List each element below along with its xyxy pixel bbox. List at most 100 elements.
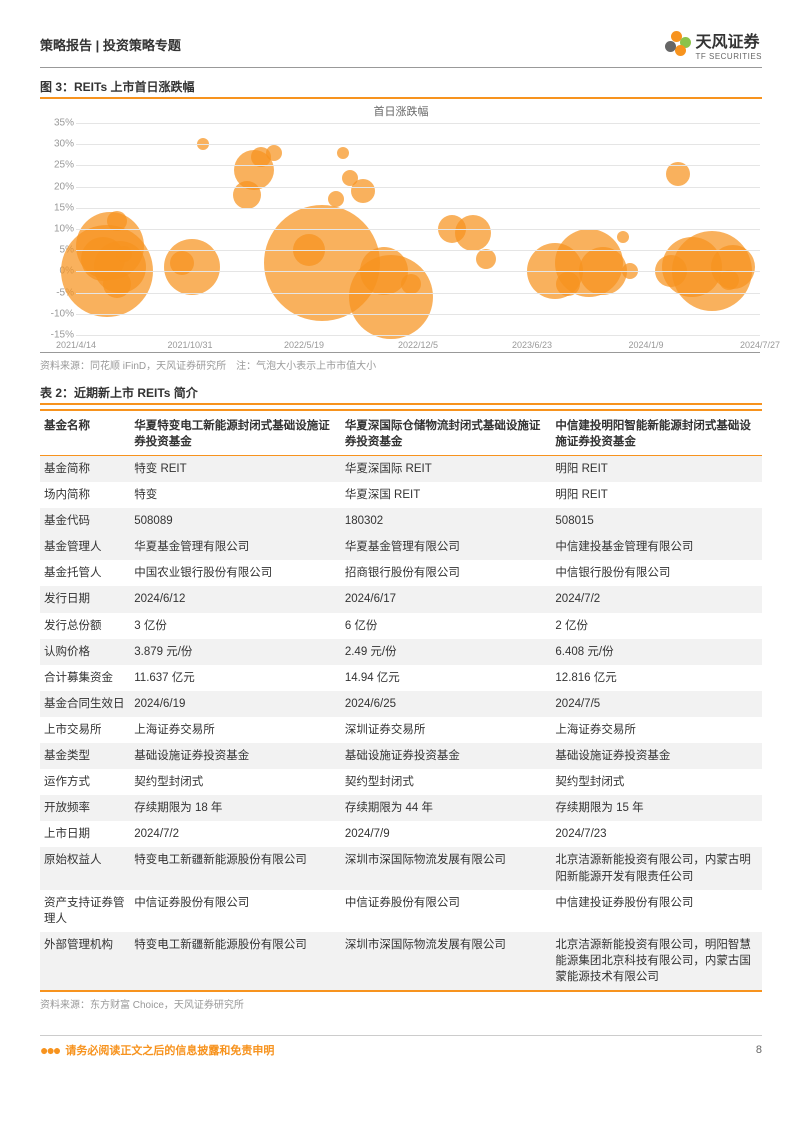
brand-logo: 天风证券 TF SECURITIES — [663, 28, 762, 61]
page-footer: ●●● 请务必阅读正文之后的信息披露和免责申明 8 — [40, 1035, 762, 1064]
footer-disclaimer: 请务必阅读正文之后的信息披露和免责申明 — [65, 1042, 274, 1058]
table-cell: 中信建投基金管理有限公司 — [551, 534, 762, 560]
bubble-point — [349, 255, 433, 339]
table-cell: 存续期限为 18 年 — [130, 795, 341, 821]
table-cell: 外部管理机构 — [40, 932, 130, 990]
bubble-point — [617, 231, 629, 243]
grid-line — [76, 293, 760, 294]
table-label: 表 2：近期新上市 REITs 简介 — [40, 384, 762, 401]
table-header-fund: 华夏特变电工新能源封闭式基础设施证券投资基金 — [130, 410, 341, 456]
table-cell: 2.49 元/份 — [341, 639, 552, 665]
table-cell: 2024/6/12 — [130, 586, 341, 612]
table-cell: 深圳市深国际物流发展有限公司 — [341, 847, 552, 889]
table-cell: 特变电工新疆新能源股份有限公司 — [130, 932, 341, 990]
page-header: 策略报告 | 投资策略专题 天风证券 TF SECURITIES — [40, 28, 762, 68]
figure-source: 资料来源：同花顺 iFinD，天风证券研究所 注：气泡大小表示上市市值大小 — [40, 357, 762, 372]
table-cell: 14.94 亿元 — [341, 665, 552, 691]
table-row: 场内简称特变华夏深国 REIT明阳 REIT — [40, 482, 762, 508]
table-cell: 基金合同生效日 — [40, 691, 130, 717]
table-cell: 508089 — [130, 508, 341, 534]
x-tick-label: 2021/10/31 — [167, 340, 212, 350]
table-cell: 2024/7/9 — [341, 821, 552, 847]
table-cell: 明阳 REIT — [551, 456, 762, 483]
table-cell: 基金类型 — [40, 743, 130, 769]
y-tick-label: -10% — [51, 308, 74, 319]
table-cell: 华夏深国 REIT — [341, 482, 552, 508]
table-row: 原始权益人特变电工新疆新能源股份有限公司深圳市深国际物流发展有限公司北京洁源新能… — [40, 847, 762, 889]
grid-line — [76, 165, 760, 166]
table-cell: 明阳 REIT — [551, 482, 762, 508]
reits-table: 基金名称华夏特变电工新能源封闭式基础设施证券投资基金华夏深国际仓储物流封闭式基础… — [40, 409, 762, 990]
x-tick-label: 2024/1/9 — [628, 340, 663, 350]
table-cell: 上海证券交易所 — [551, 717, 762, 743]
table-cell: 上海证券交易所 — [130, 717, 341, 743]
bubble-point — [328, 191, 344, 207]
table-cell: 中信银行股份有限公司 — [551, 560, 762, 586]
x-tick-label: 2022/12/5 — [398, 340, 438, 350]
table-cell: 11.637 亿元 — [130, 665, 341, 691]
bubble-point — [401, 274, 421, 294]
table-cell: 发行日期 — [40, 586, 130, 612]
figure-rule — [40, 97, 762, 99]
table-row: 发行总份额 3 亿份 6 亿份 2 亿份 — [40, 613, 762, 639]
table-cell: 12.816 亿元 — [551, 665, 762, 691]
bubble-point — [455, 215, 491, 251]
grid-line — [76, 208, 760, 209]
table-row: 认购价格3.879 元/份2.49 元/份6.408 元/份 — [40, 639, 762, 665]
x-tick-label: 2022/5/19 — [284, 340, 324, 350]
table-cell: 2024/7/5 — [551, 691, 762, 717]
table-source: 资料来源：东方财富 Choice，天风证券研究所 — [40, 996, 762, 1011]
table-header-key: 基金名称 — [40, 410, 130, 456]
bubble-point — [337, 147, 349, 159]
table-cell: 特变 REIT — [130, 456, 341, 483]
chart-title: 首日涨跌幅 — [40, 103, 762, 119]
table-cell: 中信证券股份有限公司 — [341, 890, 552, 932]
bubble-point — [164, 239, 220, 295]
table-row: 运作方式契约型封闭式契约型封闭式契约型封闭式 — [40, 769, 762, 795]
x-tick-label: 2024/7/27 — [740, 340, 780, 350]
table-cell: 2024/6/19 — [130, 691, 341, 717]
table-cell: 6.408 元/份 — [551, 639, 762, 665]
table-cell: 特变电工新疆新能源股份有限公司 — [130, 847, 341, 889]
y-tick-label: 20% — [54, 181, 74, 192]
grid-line — [76, 187, 760, 188]
table-cell: 中信证券股份有限公司 — [130, 890, 341, 932]
table-row: 开放频率存续期限为 18 年存续期限为 44 年存续期限为 15 年 — [40, 795, 762, 821]
bubble-point — [266, 145, 282, 161]
table-cell: 北京洁源新能投资有限公司，内蒙古明阳新能源开发有限责任公司 — [551, 847, 762, 889]
table-cell: 180302 — [341, 508, 552, 534]
table-cell: 契约型封闭式 — [341, 769, 552, 795]
table-row: 基金合同生效日2024/6/192024/6/252024/7/5 — [40, 691, 762, 717]
table-row: 发行日期2024/6/122024/6/172024/7/2 — [40, 586, 762, 612]
table-row: 合计募集资金11.637 亿元14.94 亿元12.816 亿元 — [40, 665, 762, 691]
table-row: 基金管理人华夏基金管理有限公司华夏基金管理有限公司中信建投基金管理有限公司 — [40, 534, 762, 560]
y-tick-label: 15% — [54, 202, 74, 213]
table-cell: 2024/6/25 — [341, 691, 552, 717]
table-cell: 上市日期 — [40, 821, 130, 847]
table-cell: 发行总份额 — [40, 613, 130, 639]
table-row: 基金简称特变 REIT华夏深国际 REIT明阳 REIT — [40, 456, 762, 483]
table-cell: 2024/7/2 — [130, 821, 341, 847]
table-body: 基金简称特变 REIT华夏深国际 REIT明阳 REIT场内简称特变华夏深国 R… — [40, 456, 762, 991]
footer-decor-icon: ●●● — [40, 1042, 59, 1058]
table-cell: 华夏深国际 REIT — [341, 456, 552, 483]
bubble-point — [351, 179, 375, 203]
table-cell: 6 亿份 — [341, 613, 552, 639]
x-tick-label: 2021/4/14 — [56, 340, 96, 350]
x-tick-label: 2023/6/23 — [512, 340, 552, 350]
table-cell: 基金管理人 — [40, 534, 130, 560]
table-header-fund: 华夏深国际仓储物流封闭式基础设施证券投资基金 — [341, 410, 552, 456]
table-cell: 基金代码 — [40, 508, 130, 534]
y-tick-label: -15% — [51, 330, 74, 341]
table-row: 资产支持证券管理人中信证券股份有限公司中信证券股份有限公司中信建投证券股份有限公… — [40, 890, 762, 932]
y-axis: -15%-10%-5%0%5%10%15%20%25%30%35% — [40, 123, 76, 334]
table-cell: 契约型封闭式 — [551, 769, 762, 795]
table-cell: 中国农业银行股份有限公司 — [130, 560, 341, 586]
table-cell: 基金简称 — [40, 456, 130, 483]
table-cell: 深圳证券交易所 — [341, 717, 552, 743]
table-cell: 存续期限为 15 年 — [551, 795, 762, 821]
table-cell: 场内简称 — [40, 482, 130, 508]
grid-line — [76, 314, 760, 315]
x-axis: 2021/4/142021/10/312022/5/192022/12/5202… — [76, 334, 760, 352]
table-cell: 存续期限为 44 年 — [341, 795, 552, 821]
